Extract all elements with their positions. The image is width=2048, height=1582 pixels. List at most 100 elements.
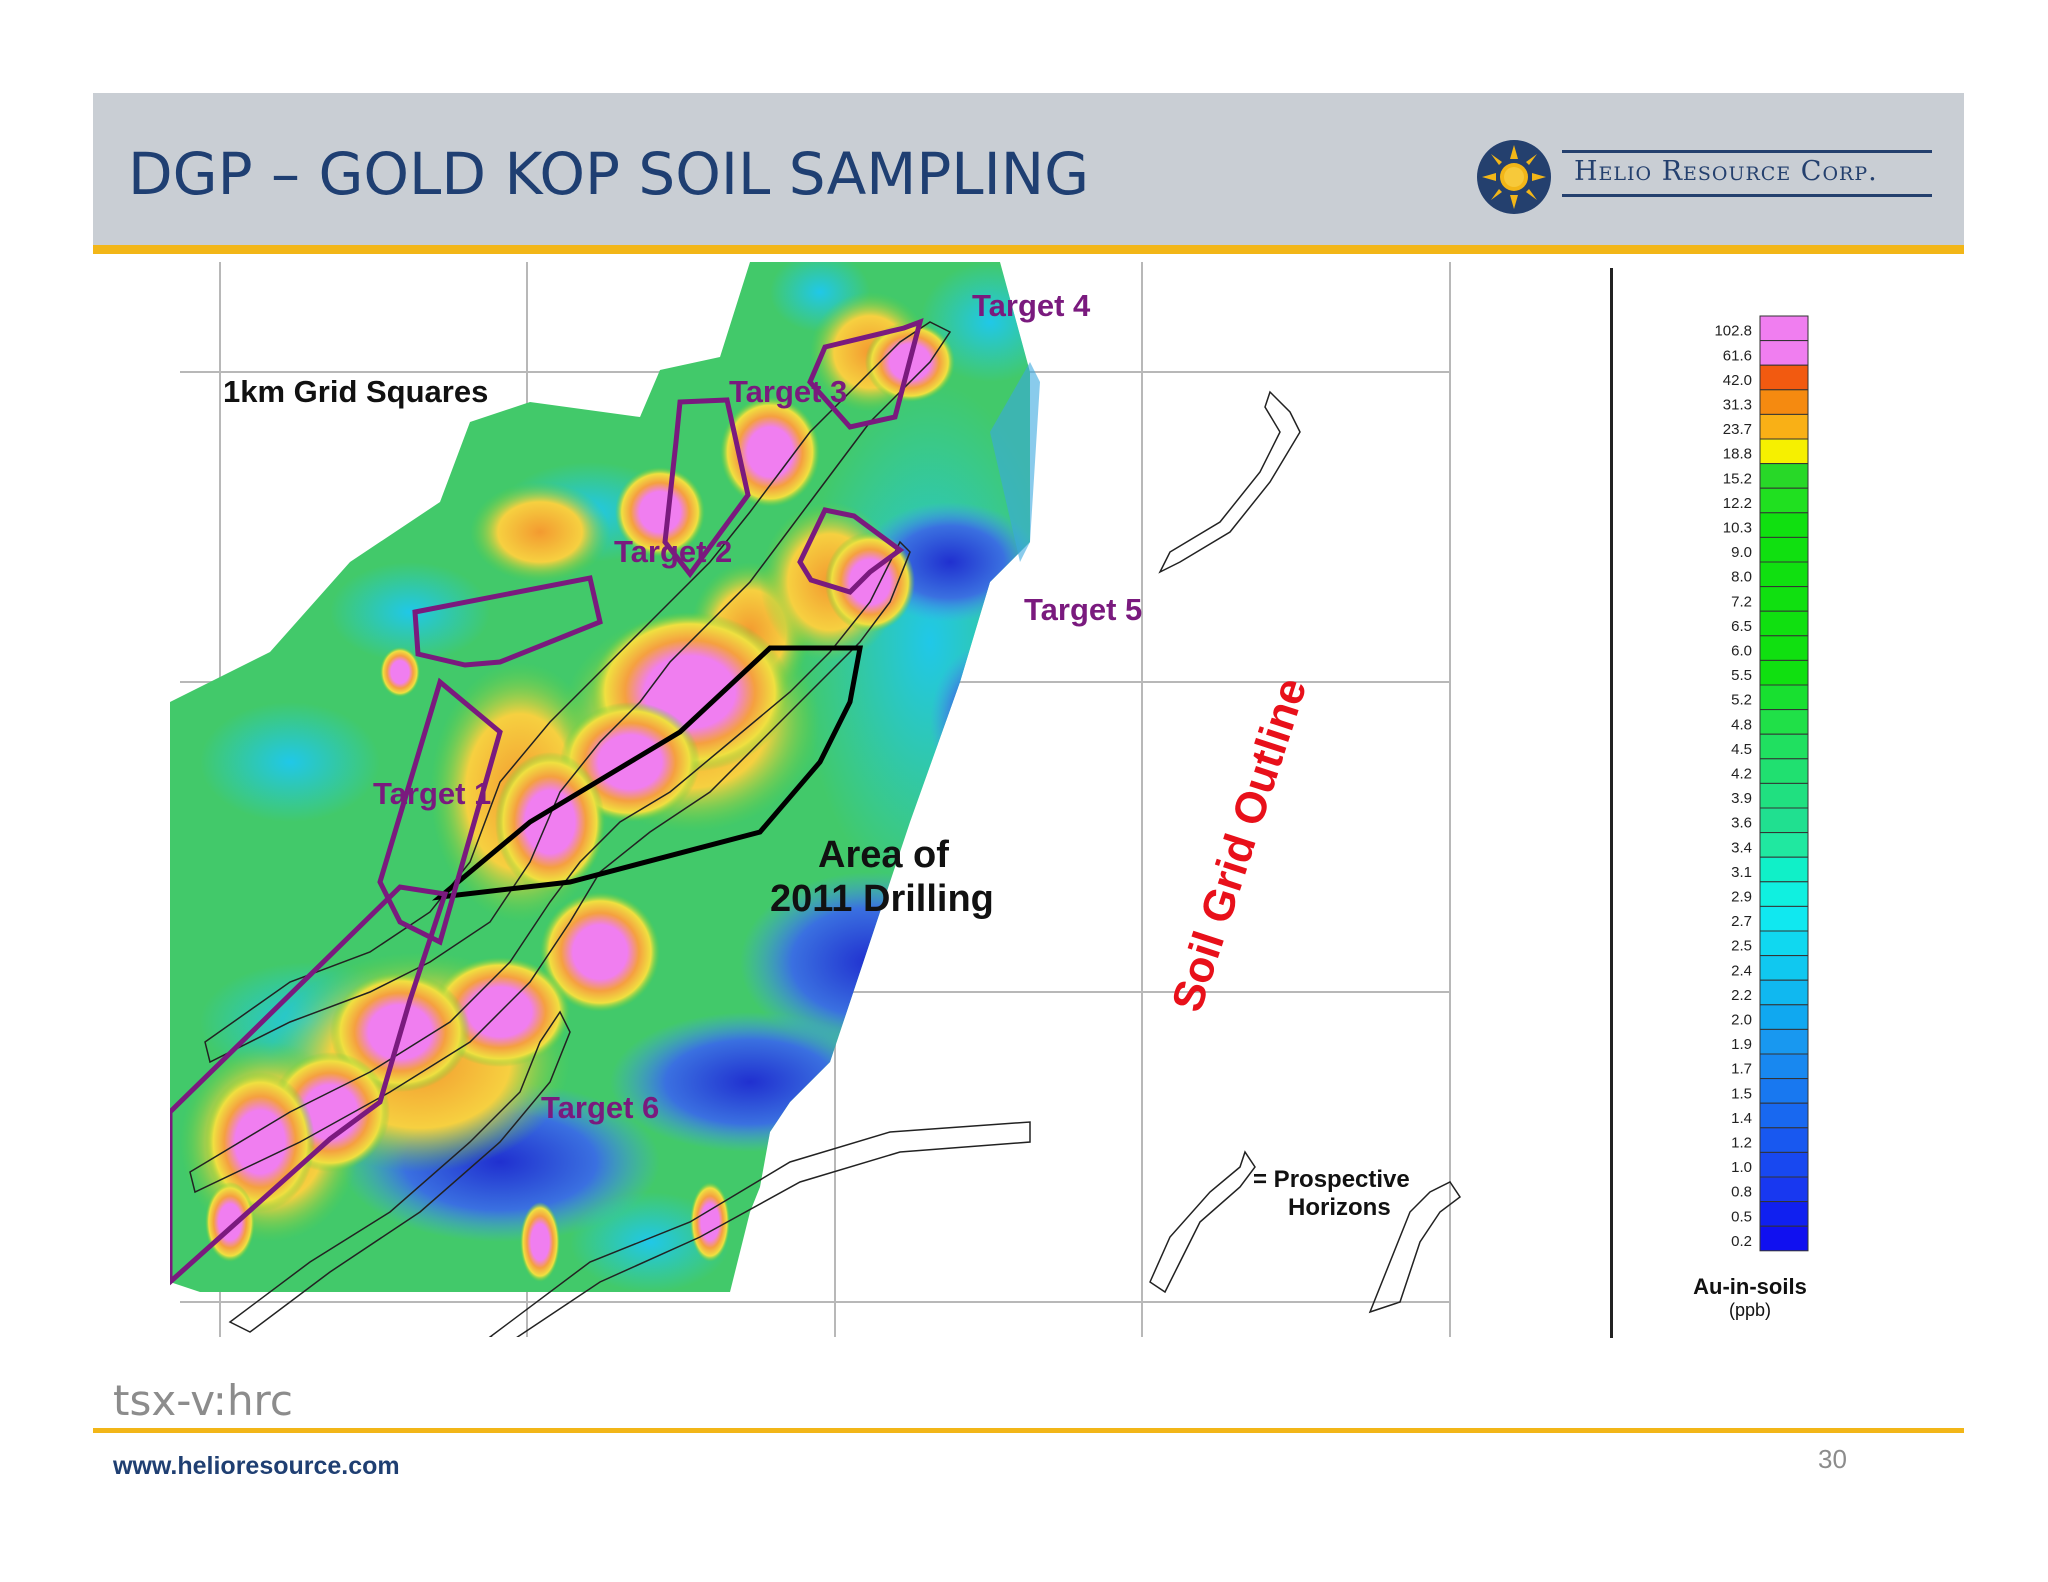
legend-swatch <box>1759 1004 1809 1030</box>
legend-value: 8.0 <box>1731 569 1752 586</box>
target-6-label: Target 6 <box>541 1090 660 1125</box>
legend-divider <box>1610 268 1613 1338</box>
website-link[interactable]: www.helioresource.com <box>113 1452 400 1480</box>
legend-swatch <box>1759 1151 1809 1178</box>
company-logo-text: Helio Resource Corp. <box>1574 156 1878 187</box>
legend-value: 61.6 <box>1723 347 1752 364</box>
legend-swatch <box>1759 635 1809 661</box>
east-soil-strip <box>990 362 1040 562</box>
footer-accent-rule <box>93 1428 1964 1433</box>
legend-swatch <box>1759 1028 1809 1055</box>
legend-swatch <box>1759 610 1809 637</box>
legend-value: 2.7 <box>1731 913 1752 930</box>
legend-swatch <box>1759 709 1809 735</box>
target-3-outline <box>662 397 751 579</box>
header-bar <box>93 93 1964 245</box>
legend-value: 2.0 <box>1731 1011 1752 1028</box>
prospective-horizon-outlines <box>189 321 1301 1337</box>
legend-swatch <box>1759 881 1809 907</box>
legend-swatch <box>1759 1078 1809 1104</box>
legend-swatch <box>1759 684 1809 711</box>
legend-swatch <box>1759 389 1809 415</box>
legend-swatch <box>1759 463 1809 489</box>
legend-swatch <box>1759 1176 1809 1203</box>
legend-swatch <box>1759 782 1809 809</box>
drilling-area-label-line2: 2011 Drilling <box>770 878 994 920</box>
legend-value: 1.5 <box>1731 1085 1752 1102</box>
legend-swatch <box>1759 955 1809 981</box>
legend-value: 2.2 <box>1731 987 1752 1004</box>
soil-sampling-map <box>170 262 1462 1337</box>
legend-value: 15.2 <box>1723 470 1752 487</box>
header-accent-rule <box>93 245 1964 254</box>
legend-value: 1.0 <box>1731 1159 1752 1176</box>
target-5-outline <box>797 507 905 595</box>
legend-swatch <box>1759 733 1809 760</box>
target-2-outline <box>412 575 603 668</box>
target-1-label: Target 1 <box>373 776 492 811</box>
grid-squares-label: 1km Grid Squares <box>223 374 489 409</box>
legend-swatch <box>1759 536 1809 563</box>
legend-value: 102.8 <box>1714 323 1752 340</box>
legend-swatch <box>1759 1102 1809 1129</box>
prospective-horizons-label-line1: = Prospective <box>1253 1166 1410 1193</box>
legend-swatch <box>1759 364 1809 391</box>
drilling-area-outline <box>431 645 864 901</box>
legend-value: 4.5 <box>1731 741 1752 758</box>
legend-unit: (ppb) <box>1728 1300 1772 1320</box>
target-3-label: Target 3 <box>729 374 848 409</box>
drilling-area-label-line1: Area of <box>818 834 949 876</box>
legend-swatch <box>1759 561 1809 588</box>
legend-value: 2.5 <box>1731 938 1752 955</box>
ticker-symbol: tsx-v:hrc <box>113 1376 293 1425</box>
logo-rule-bottom <box>1562 194 1932 197</box>
legend-value: 0.8 <box>1731 1184 1752 1201</box>
target-2-label: Target 2 <box>614 534 733 569</box>
legend-swatch <box>1759 340 1809 366</box>
legend-value: 3.6 <box>1731 815 1752 832</box>
legend-swatch <box>1759 979 1809 1006</box>
prospective-horizons-label-line2: Horizons <box>1288 1194 1391 1221</box>
legend-swatch <box>1759 905 1809 932</box>
legend-swatch <box>1759 930 1809 957</box>
legend-value: 4.8 <box>1731 716 1752 733</box>
target-outlines <box>170 317 924 1286</box>
legend-swatch <box>1759 413 1809 440</box>
target-5-label: Target 5 <box>1024 592 1143 627</box>
legend-swatch <box>1759 438 1809 465</box>
legend-value: 1.9 <box>1731 1036 1752 1053</box>
logo-rule-top <box>1562 150 1932 153</box>
sun-icon <box>1477 140 1551 214</box>
legend-value: 5.5 <box>1731 667 1752 684</box>
color-scale-legend: 102.8 61.6 42.0 31.3 23.7 18.8 15.2 12.2 10.3 9.0… <box>1714 315 1809 1252</box>
legend-title: Au-in-soils <box>1693 1274 1807 1299</box>
page-number: 30 <box>1818 1444 1847 1474</box>
legend-swatch <box>1759 1127 1809 1153</box>
legend-swatch <box>1759 586 1809 612</box>
slide-title: DGP – GOLD KOP SOIL SAMPLING <box>128 140 1090 208</box>
legend-value: 12.2 <box>1723 495 1752 512</box>
legend-swatch <box>1759 856 1809 883</box>
legend-value: 0.2 <box>1731 1233 1752 1250</box>
legend-swatch <box>1759 1053 1809 1080</box>
legend-swatch <box>1759 1201 1809 1227</box>
legend-value: 3.4 <box>1731 839 1752 856</box>
legend-value: 6.5 <box>1731 618 1752 635</box>
legend-value: 1.7 <box>1731 1061 1752 1078</box>
legend-swatch <box>1759 512 1809 538</box>
legend-value: 3.9 <box>1731 790 1752 807</box>
target-4-outline <box>807 317 924 430</box>
legend-value: 3.1 <box>1731 864 1752 881</box>
target-6-outline <box>170 884 449 1286</box>
target-4-label: Target 4 <box>972 288 1091 323</box>
legend-swatch <box>1759 487 1809 514</box>
legend-value: 42.0 <box>1723 372 1752 389</box>
legend-swatch <box>1759 758 1809 784</box>
legend-value: 23.7 <box>1723 421 1752 438</box>
target-1-outline <box>377 677 503 946</box>
legend-value: 1.2 <box>1731 1134 1752 1151</box>
legend-value: 18.8 <box>1723 446 1752 463</box>
legend-swatch <box>1759 807 1809 834</box>
legend-value: 7.2 <box>1731 593 1752 610</box>
legend-value: 1.4 <box>1731 1110 1752 1127</box>
